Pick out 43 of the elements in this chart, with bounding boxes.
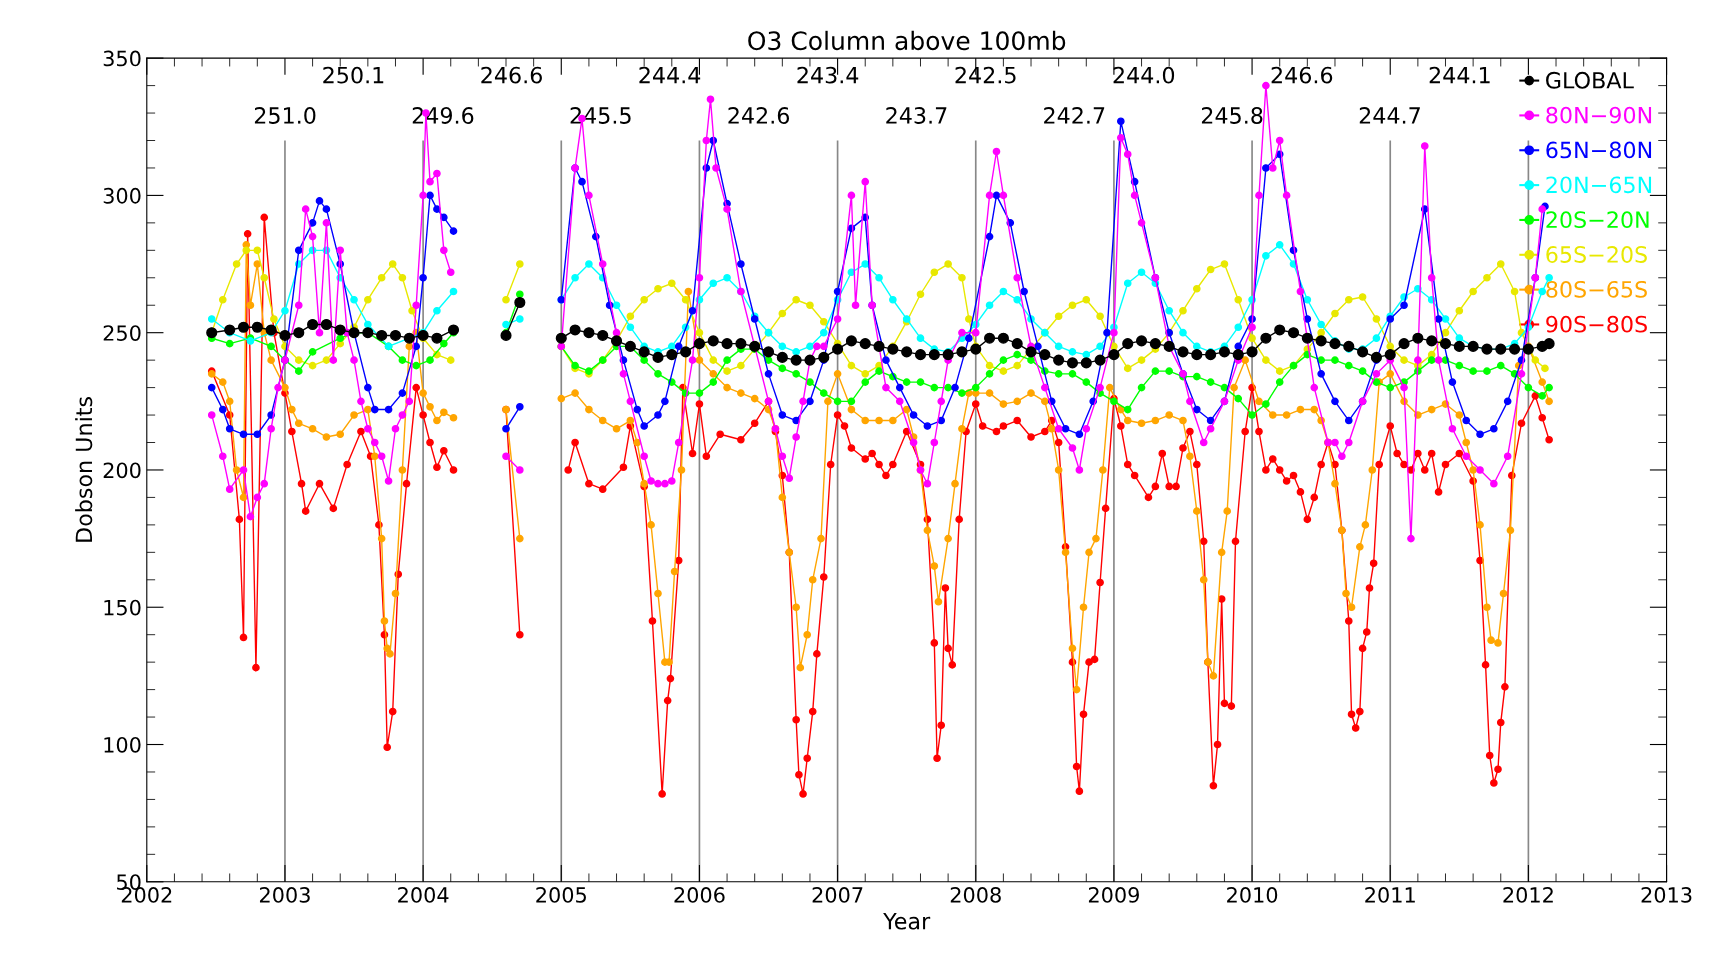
y-axis-title: Dobson Units <box>75 397 93 542</box>
legend-label: 90S−80S <box>1546 315 1647 333</box>
x-axis-title: Year <box>883 913 931 930</box>
annotation: 244.0 <box>1113 66 1175 84</box>
legend-label: 20N−65N <box>1546 176 1652 194</box>
x-tick-label: 2004 <box>398 887 449 903</box>
x-tick-label: 2005 <box>536 887 586 903</box>
annotation: 242.7 <box>1044 107 1105 124</box>
annotation: 242.5 <box>955 66 1016 84</box>
annotation: 244.7 <box>1359 107 1420 124</box>
annotation: 251.0 <box>254 107 316 124</box>
legend-label: 20S−20N <box>1546 211 1649 229</box>
legend-label: GLOBAL <box>1546 71 1634 89</box>
annotation: 250.1 <box>323 66 384 84</box>
y-tick-label: 150 <box>104 599 141 616</box>
annotation: 243.4 <box>797 66 859 84</box>
annotation: 246.6 <box>1271 66 1333 84</box>
x-tick-label: 2003 <box>259 887 310 903</box>
annotation: 242.6 <box>728 107 790 124</box>
annotation: 245.5 <box>570 107 631 124</box>
x-tick-label: 2008 <box>950 887 1001 903</box>
x-tick-label: 2013 <box>1641 887 1692 903</box>
legend-label: 80N−90N <box>1546 106 1652 124</box>
legend-label: 80S−65S <box>1546 280 1647 298</box>
y-tick-label: 350 <box>103 50 141 67</box>
annotation: 244.1 <box>1429 66 1490 84</box>
chart-title: O3 Column above 100mb <box>748 30 1066 51</box>
x-tick-label: 2012 <box>1503 887 1553 903</box>
x-tick-label: 2010 <box>1227 887 1278 903</box>
y-tick-label: 250 <box>103 325 141 341</box>
y-tick-label: 300 <box>103 187 141 204</box>
annotation: 244.4 <box>639 66 701 84</box>
annotation: 246.6 <box>481 66 542 84</box>
y-tick-label: 100 <box>104 736 141 753</box>
legend-label: 65N−80N <box>1546 141 1652 159</box>
legend-label: 65S−20S <box>1546 246 1647 263</box>
x-tick-label: 2007 <box>812 887 863 903</box>
x-tick-label: 2009 <box>1088 887 1139 903</box>
y-tick-label: 200 <box>103 462 141 479</box>
annotation: 245.8 <box>1201 107 1263 124</box>
x-tick-label: 2006 <box>674 887 725 903</box>
x-tick-label: 2011 <box>1365 887 1415 903</box>
annotation: 243.7 <box>886 107 947 124</box>
